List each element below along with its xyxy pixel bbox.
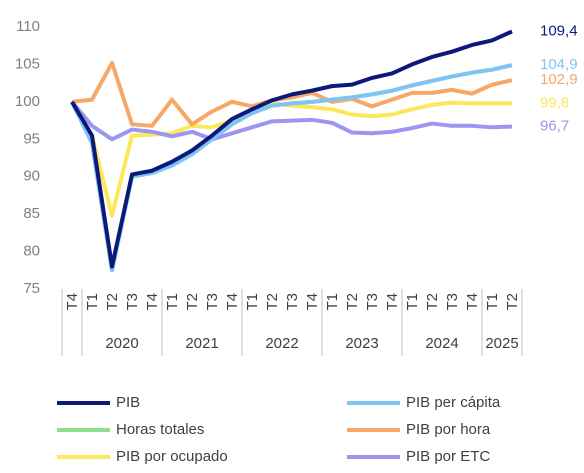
y-tick-label: 75: [23, 280, 40, 297]
legend-label: PIB por hora: [406, 421, 491, 438]
end-label: 96,7: [540, 118, 569, 135]
x-tick-label: T1: [164, 293, 181, 311]
x-tick-label: T1: [404, 293, 421, 311]
y-tick-label: 80: [23, 243, 40, 260]
x-tick-label: T4: [144, 293, 161, 311]
x-group-label: 2023: [345, 335, 378, 352]
legend-label: PIB per cápita: [406, 394, 501, 411]
x-tick-label: T3: [284, 293, 301, 311]
x-tick-label: T3: [444, 293, 461, 311]
series-line: [70, 100, 512, 218]
end-label: 104,9: [540, 56, 578, 73]
legend-label: PIB por ocupado: [116, 448, 228, 465]
x-tick-label: T2: [504, 293, 521, 311]
legend-label: PIB por ETC: [406, 448, 490, 465]
series-line: [71, 60, 513, 128]
x-tick-label: T2: [104, 293, 121, 311]
legend-label: PIB: [116, 394, 140, 411]
x-tick-label: T4: [64, 293, 81, 311]
x-tick-label: T1: [484, 293, 501, 311]
end-label: 99,8: [540, 94, 569, 111]
x-group-label: 2021: [185, 335, 218, 352]
y-tick-label: 105: [15, 55, 40, 72]
x-tick-label: T2: [184, 293, 201, 311]
y-tick-label: 110: [16, 18, 40, 35]
y-tick-label: 85: [23, 205, 40, 222]
x-group-label: 2024: [425, 335, 458, 352]
x-tick-label: T1: [244, 293, 261, 311]
end-label: 102,9: [540, 71, 578, 88]
x-tick-label: T4: [384, 293, 401, 311]
x-tick-label: T1: [324, 293, 341, 311]
y-tick-label: 95: [23, 130, 40, 147]
x-tick-label: T2: [264, 293, 281, 311]
x-tick-label: T2: [344, 293, 361, 311]
x-tick-label: T3: [364, 293, 381, 311]
x-group-label: 2020: [105, 335, 138, 352]
series-line: [70, 100, 513, 142]
y-tick-label: 90: [23, 168, 40, 185]
x-tick-label: T3: [124, 293, 141, 311]
x-tick-label: T4: [464, 293, 481, 311]
x-tick-label: T1: [84, 293, 101, 311]
x-tick-label: T4: [224, 293, 241, 311]
x-tick-label: T2: [424, 293, 441, 311]
x-tick-label: T4: [304, 293, 321, 311]
x-group-label: 2022: [265, 335, 298, 352]
x-tick-label: T3: [204, 293, 221, 311]
y-tick-label: 100: [15, 93, 40, 110]
legend-label: Horas totales: [116, 421, 204, 438]
series-line: [70, 29, 513, 269]
x-group-label: 2025: [485, 335, 518, 352]
end-label: 109,4: [540, 22, 578, 39]
series-line: [70, 63, 513, 273]
